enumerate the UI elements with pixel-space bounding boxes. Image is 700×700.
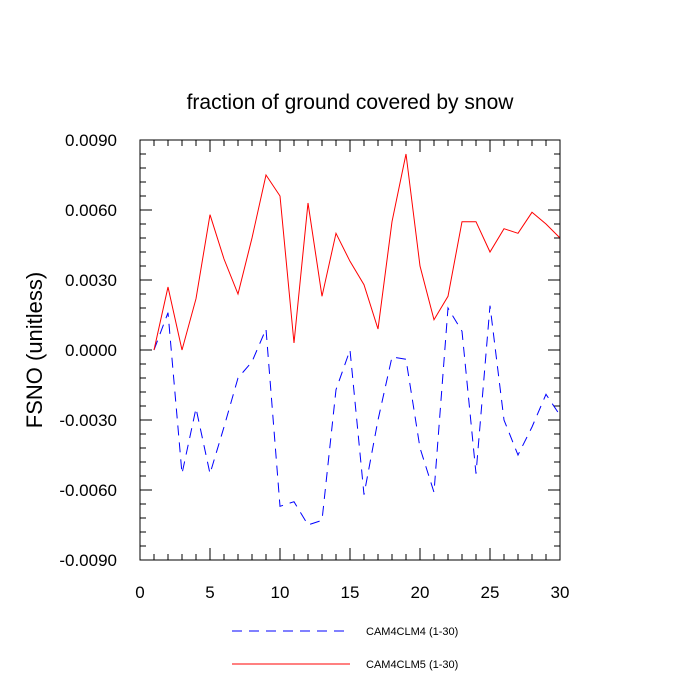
- x-tick-label: 20: [411, 583, 430, 602]
- series-lines: [153, 153, 561, 526]
- y-tick-label: 0.0060: [65, 201, 117, 220]
- y-tick-label: -0.0090: [59, 551, 117, 570]
- x-tick-label: 30: [551, 583, 570, 602]
- x-tick-label: 10: [271, 583, 290, 602]
- chart-title: fraction of ground covered by snow: [187, 91, 515, 114]
- y-tick-label: 0.0030: [65, 271, 117, 290]
- legend-label-1: CAM4CLM4 (1-30): [366, 626, 458, 638]
- y-axis-label: FSNO (unitless): [22, 272, 47, 428]
- x-tick-label: 15: [341, 583, 360, 602]
- plot-frame: [139, 139, 561, 561]
- y-tick-label: -0.0060: [59, 481, 117, 500]
- axis-ticks: 0 5 10 15 20 25 30 -0.0090 -0.0060 -0.0030 0.0000 0…: [59, 131, 569, 602]
- x-tick-label: 25: [481, 583, 500, 602]
- y-tick-label: 0.0090: [65, 131, 117, 150]
- series-line-1: [153, 305, 561, 526]
- x-tick-label: 0: [135, 583, 144, 602]
- y-tick-label: -0.0030: [59, 411, 117, 430]
- y-tick-label: 0.0000: [65, 341, 117, 360]
- series-line-2: [153, 153, 561, 351]
- x-tick-label: 5: [205, 583, 214, 602]
- legend-label-2: CAM4CLM5 (1-30): [366, 659, 458, 671]
- legend: CAM4CLM4 (1-30) CAM4CLM5 (1-30): [232, 626, 458, 671]
